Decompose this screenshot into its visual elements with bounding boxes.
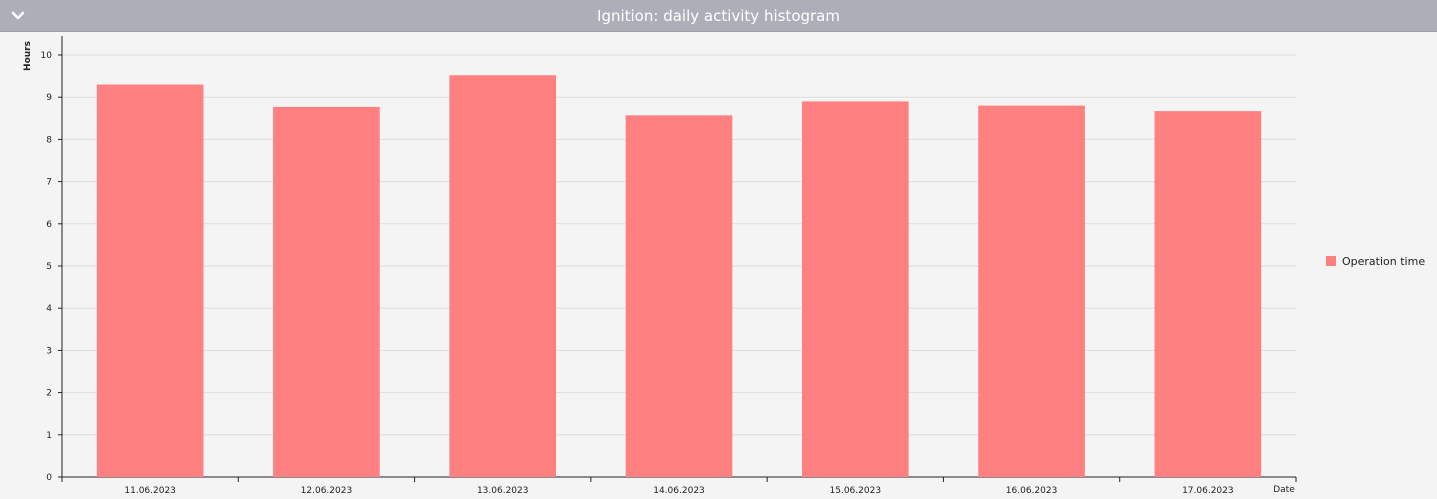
y-tick-label: 8 [46,135,52,145]
y-axis-label: Hours [23,41,33,71]
legend-label: Operation time [1342,254,1426,268]
bar[interactable] [978,105,1085,477]
x-tick-label: 15.06.2023 [830,486,882,496]
panel-header: Ignition: daily activity histogram [0,0,1437,32]
bar[interactable] [96,84,204,477]
y-tick-label: 1 [46,431,52,441]
x-tick-label: 12.06.2023 [301,486,353,496]
y-tick-label: 6 [46,220,52,230]
chevron-down-icon[interactable] [8,6,28,26]
x-tick-label: 13.06.2023 [477,486,529,496]
y-tick-label: 4 [46,304,52,314]
legend-swatch [1326,256,1336,266]
bar[interactable] [625,115,733,477]
x-axis-label: Date [1273,485,1295,495]
bar[interactable] [1154,111,1262,477]
x-tick-label: 11.06.2023 [124,486,176,496]
x-tick-label: 17.06.2023 [1182,486,1234,496]
y-tick-label: 0 [46,473,52,483]
y-tick-label: 9 [46,93,52,103]
y-tick-label: 2 [46,389,52,399]
bar[interactable] [801,101,909,477]
y-tick-label: 3 [46,346,52,356]
bar[interactable] [273,106,380,477]
panel-title: Ignition: daily activity histogram [597,7,840,25]
bar[interactable] [449,75,557,477]
y-tick-label: 5 [46,262,52,272]
legend[interactable]: Operation time [1326,254,1425,268]
x-tick-label: 16.06.2023 [1006,486,1058,496]
x-tick-label: 14.06.2023 [653,486,705,496]
y-tick-label: 10 [41,51,53,61]
y-tick-label: 7 [46,178,52,188]
